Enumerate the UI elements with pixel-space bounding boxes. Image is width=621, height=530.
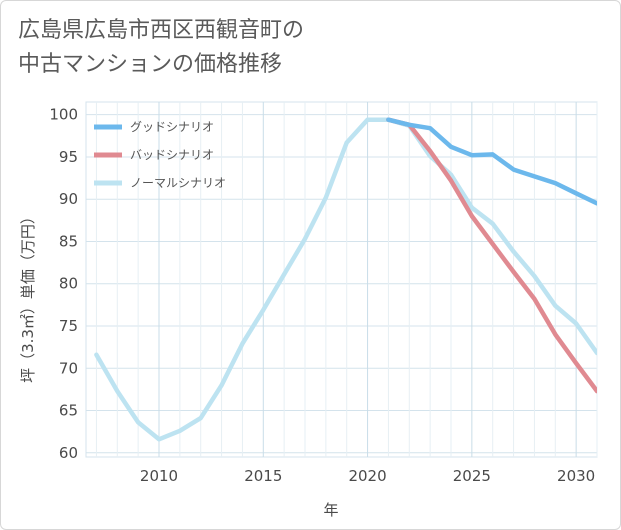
series-line-0	[386, 117, 597, 206]
chart-title-line-1: 広島県広島市西区西観音町の	[18, 18, 305, 43]
x-tick-label: 2015	[244, 467, 282, 485]
x-tick-label: 2010	[140, 467, 178, 485]
legend-label: ノーマルシナリオ	[130, 176, 226, 190]
y-tick-label: 85	[59, 232, 78, 250]
series-line-1	[386, 117, 597, 394]
y-tick-label: 75	[59, 317, 78, 335]
series-line-2	[94, 117, 597, 442]
y-tick-label: 100	[49, 106, 78, 124]
y-axis-title: 坪（3.3㎡）単価（万円）	[19, 209, 37, 383]
y-tick-label: 65	[59, 402, 78, 420]
y-tick-label: 80	[59, 275, 78, 293]
legend-label: バッドシナリオ	[130, 148, 214, 162]
x-tick-label: 2020	[348, 467, 386, 485]
x-axis-title: 年	[323, 501, 338, 519]
chart-title-line-2: 中古マンションの価格推移	[18, 52, 283, 77]
y-tick-label: 90	[59, 190, 78, 208]
chart-title: 広島県広島市西区西観音町の 中古マンションの価格推移	[18, 14, 304, 82]
legend-label: グッドシナリオ	[130, 120, 214, 134]
y-tick-label: 60	[59, 444, 78, 462]
y-tick-label: 95	[59, 148, 78, 166]
tick-labels: 60 65 70 75 80 85 90 95 100 2010 2015 2020 2025 2030	[49, 106, 595, 485]
x-tick-label: 2025	[453, 467, 491, 485]
y-tick-label: 70	[59, 359, 78, 377]
x-tick-label: 2030	[557, 467, 595, 485]
grid	[85, 101, 598, 458]
series-lines	[94, 117, 597, 442]
